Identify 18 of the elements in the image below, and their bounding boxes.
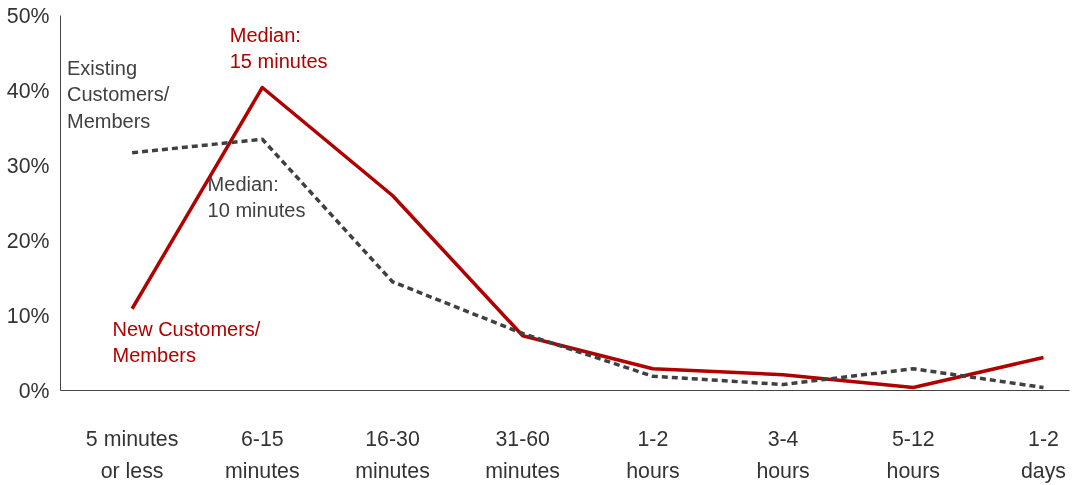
- annotation: Median: 15 minutes: [229, 24, 328, 73]
- x-tick-label: 3-4 hours: [756, 426, 810, 483]
- x-tick-label: 31-60 minutes: [485, 426, 561, 483]
- series-label: New Customers/ Members: [112, 317, 261, 366]
- y-tick-label: 10%: [6, 303, 50, 328]
- x-tick-label: 1-2 days: [1020, 426, 1066, 483]
- y-tick-label: 0%: [18, 378, 50, 403]
- annotation: Median: 10 minutes: [207, 173, 306, 222]
- y-tick-label: 50%: [6, 3, 50, 28]
- x-tick-label: 5-12 hours: [886, 426, 940, 483]
- x-tick-label: 1-2 hours: [626, 426, 680, 483]
- y-tick-label: 30%: [6, 153, 50, 178]
- y-tick-label: 40%: [6, 78, 50, 103]
- x-tick-label: 6-15 minutes: [224, 426, 300, 483]
- x-tick-label: 16-30 minutes: [355, 426, 430, 483]
- x-tick-label: 5 minutes or less: [85, 426, 179, 483]
- series-label: Existing Customers/ Members: [67, 56, 170, 132]
- y-tick-label: 20%: [6, 228, 50, 253]
